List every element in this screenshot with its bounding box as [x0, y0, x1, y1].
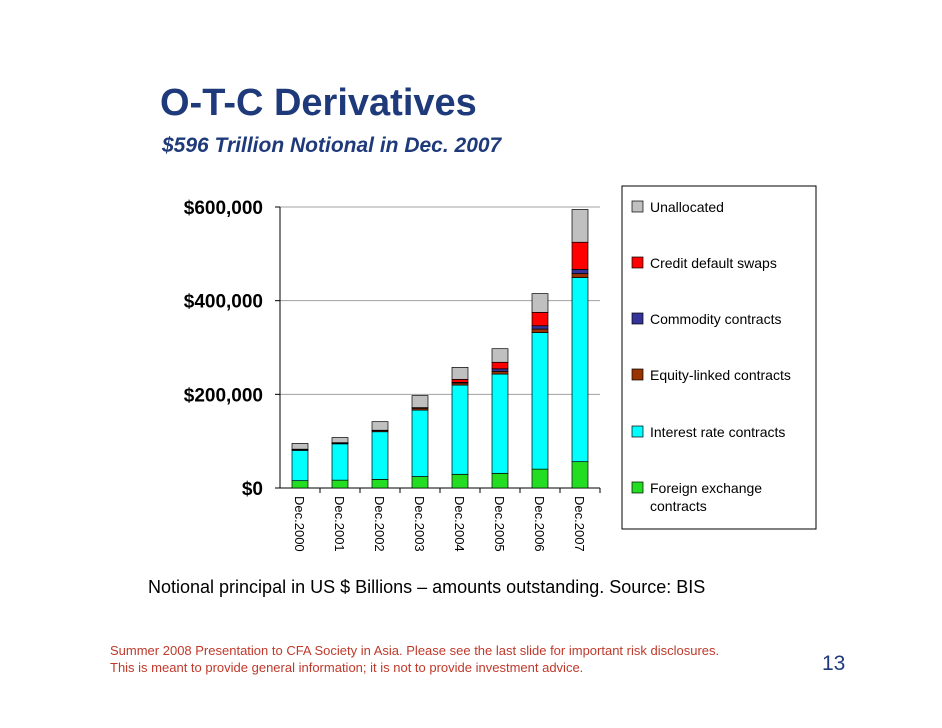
bar-segment	[571, 209, 589, 243]
bar-segment	[531, 311, 549, 327]
bar-segment	[451, 473, 469, 489]
legend-swatch	[631, 368, 644, 381]
legend-swatch	[631, 200, 644, 213]
bar-segment	[571, 268, 589, 274]
bar-segment	[491, 361, 509, 370]
bar-segment	[531, 328, 549, 333]
y-tick-label: $200,000	[184, 385, 263, 406]
bar-segment	[531, 325, 549, 330]
bar-segment	[411, 409, 429, 477]
legend-label: Commodity contracts	[650, 311, 781, 327]
legend-label: Credit default swaps	[650, 255, 777, 271]
bar-segment	[491, 368, 509, 372]
x-tick-label: Dec.2007	[572, 496, 587, 552]
bar-segment	[371, 431, 389, 480]
page-number: 13	[822, 652, 846, 675]
footer-disclosure-line-2: This is meant to provide general informa…	[110, 660, 584, 675]
page-subtitle: $596 Trillion Notional in Dec. 2007	[162, 134, 502, 157]
legend-swatch	[631, 425, 644, 438]
y-tick-label: $400,000	[184, 292, 263, 313]
bar-segment	[411, 476, 429, 489]
bar-segment	[491, 472, 509, 489]
x-tick-label: Dec.2004	[452, 496, 467, 552]
bar-segment	[571, 461, 589, 489]
legend-box	[621, 185, 817, 530]
x-tick-label: Dec.2000	[292, 496, 307, 552]
chart-caption: Notional principal in US $ Billions – am…	[148, 577, 706, 597]
bar-segment	[571, 273, 589, 278]
y-tick-label: $0	[242, 479, 263, 500]
bar-segment	[291, 443, 309, 450]
bar-segment	[451, 367, 469, 380]
bar-segment	[491, 373, 509, 474]
bar-segment	[491, 370, 509, 375]
page-title: O-T-C Derivatives	[160, 82, 477, 124]
legend-label: Unallocated	[650, 199, 724, 215]
x-tick-label: Dec.2001	[332, 496, 347, 552]
bar-segment	[491, 348, 509, 363]
x-tick-label: Dec.2005	[492, 496, 507, 552]
y-tick-label: $600,000	[184, 198, 263, 219]
bar-segment	[411, 395, 429, 408]
legend-label: contracts	[650, 498, 707, 514]
bar-segment	[571, 277, 589, 463]
bar-segment	[371, 479, 389, 489]
x-tick-label: Dec.2002	[372, 496, 387, 552]
x-tick-label: Dec.2003	[412, 496, 427, 552]
legend-label: Equity-linked contracts	[650, 367, 791, 383]
bar-segment	[531, 293, 549, 313]
x-tick-label: Dec.2006	[532, 496, 547, 552]
legend-label: Interest rate contracts	[650, 424, 785, 440]
footer-disclosure-line-1: Summer 2008 Presentation to CFA Society …	[110, 643, 720, 658]
bar-segment	[331, 479, 349, 489]
bar-segment	[291, 480, 309, 489]
legend-swatch	[631, 312, 644, 325]
bar-segment	[291, 450, 309, 482]
bar-segment	[331, 437, 349, 444]
bar-segment	[571, 241, 589, 270]
bar-segment	[331, 443, 349, 481]
legend-label: Foreign exchange	[650, 480, 762, 496]
bar-segment	[371, 421, 389, 431]
legend-swatch	[631, 481, 644, 494]
bar-segment	[531, 332, 549, 470]
bar-segment	[531, 468, 549, 489]
bar-segment	[451, 384, 469, 475]
bar-segment	[451, 378, 469, 383]
legend-swatch	[631, 256, 644, 269]
